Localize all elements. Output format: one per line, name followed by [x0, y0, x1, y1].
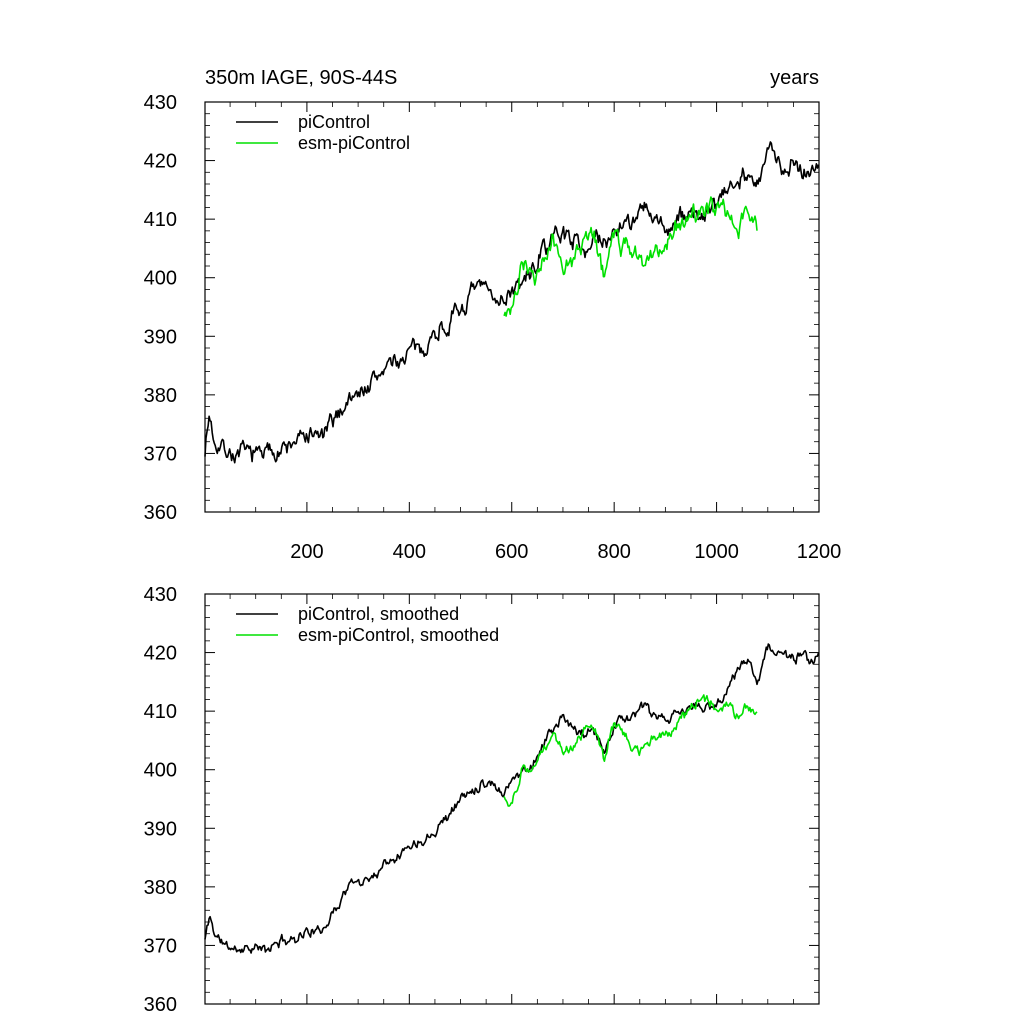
x-tick-label: 400 [393, 541, 426, 563]
y-tick-label: 390 [144, 326, 177, 348]
y-tick-label: 380 [144, 385, 177, 407]
top-panel: 360 370 380 390 400 410 420 430 200 400 600 800 1000… [144, 67, 842, 563]
series-line-picontrol-smoothed [204, 643, 820, 954]
x-tick-label: 200 [290, 541, 323, 563]
y-tick-label: 400 [144, 760, 177, 782]
y-tick-label: 400 [144, 268, 177, 290]
x-tick-label: 800 [597, 541, 630, 563]
x-tick-label: 1000 [694, 541, 739, 563]
series-line-esm-picontrol-smoothed [503, 694, 758, 807]
y-tick-label: 420 [144, 643, 177, 665]
y-tick-label: 390 [144, 818, 177, 840]
legend-label: piControl, smoothed [298, 604, 459, 624]
chart-title: 350m IAGE, 90S-44S [205, 67, 397, 89]
legend-label: piControl [298, 112, 370, 132]
legend-label: esm-piControl [298, 133, 410, 153]
plot-frame [204, 593, 820, 1005]
x-axis-unit-label: years [770, 67, 819, 89]
bottom-panel: 360 370 380 390 400 410 420 430 piControl, smoot… [144, 584, 820, 1016]
series-line-esm-picontrol [503, 196, 758, 317]
x-tick-label: 600 [495, 541, 528, 563]
legend-label: esm-piControl, smoothed [298, 625, 499, 645]
y-tick-label: 380 [144, 877, 177, 899]
series-line-picontrol [204, 141, 820, 464]
y-tick-label: 370 [144, 935, 177, 957]
y-tick-label: 360 [144, 994, 177, 1016]
x-tick-label: 1200 [797, 541, 842, 563]
y-tick-label: 420 [144, 151, 177, 173]
y-tick-label: 360 [144, 502, 177, 524]
y-tick-label: 370 [144, 443, 177, 465]
y-tick-label: 410 [144, 701, 177, 723]
y-tick-label: 430 [144, 92, 177, 114]
y-tick-label: 430 [144, 584, 177, 606]
y-tick-label: 410 [144, 209, 177, 231]
